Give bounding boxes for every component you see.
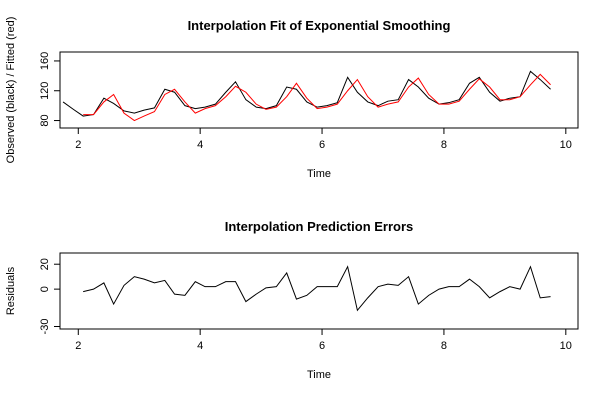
y-tick-label: 0 — [39, 286, 51, 292]
x-tick-label: 8 — [441, 139, 447, 151]
x-tick-label: 4 — [197, 139, 203, 151]
y-tick-label: 120 — [39, 82, 51, 100]
x-axis-label: Time — [307, 168, 331, 180]
y-tick-label: -30 — [39, 319, 51, 335]
x-tick-label: 10 — [560, 340, 572, 352]
y-tick-label: 20 — [39, 258, 51, 270]
series-line — [83, 73, 551, 122]
y-axis-label: Observed (black) / Fitted (red) — [5, 17, 17, 164]
x-axis-label: Time — [307, 369, 331, 381]
y-tick-label: 160 — [39, 52, 51, 70]
y-tick-label: 80 — [39, 114, 51, 126]
series-line — [62, 70, 551, 117]
x-tick-label: 2 — [75, 340, 81, 352]
x-tick-label: 10 — [560, 139, 572, 151]
plot-box — [59, 51, 579, 129]
x-tick-label: 6 — [319, 139, 325, 151]
x-tick-label: 2 — [75, 139, 81, 151]
y-axis-label: Residuals — [5, 266, 17, 315]
chart-title: Interpolation Fit of Exponential Smoothi… — [188, 18, 451, 33]
x-tick-label: 8 — [441, 340, 447, 352]
series-line — [83, 265, 551, 312]
x-tick-label: 4 — [197, 340, 203, 352]
chart-title: Interpolation Prediction Errors — [225, 219, 414, 234]
x-tick-label: 6 — [319, 340, 325, 352]
